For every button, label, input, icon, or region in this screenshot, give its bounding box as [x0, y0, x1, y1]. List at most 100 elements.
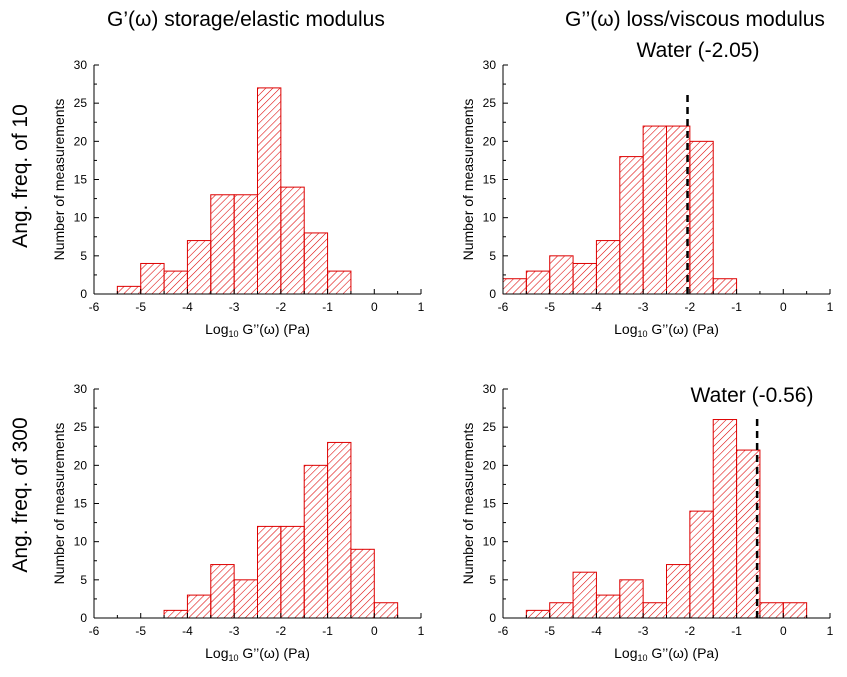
x-axis-label: Log10 G’’(ω) (Pa) — [205, 321, 310, 339]
y-tick-label: 25 — [74, 420, 88, 434]
y-axis-label: Number of measurements — [460, 423, 476, 585]
histogram-bar — [712, 278, 738, 295]
x-tick-label: -4 — [182, 624, 193, 638]
histogram-bar — [280, 186, 305, 295]
histogram-bar — [689, 510, 714, 619]
y-tick-label: 0 — [489, 611, 496, 625]
x-tick-label: -1 — [731, 300, 742, 314]
x-tick-label: -5 — [544, 300, 555, 314]
x-axis-label: Log10 G’’(ω) (Pa) — [614, 321, 719, 339]
x-tick-label: -3 — [638, 624, 649, 638]
y-tick-label: 15 — [74, 497, 88, 511]
histogram-bar — [549, 255, 574, 295]
x-tick-label: -2 — [685, 624, 696, 638]
y-tick-label: 5 — [489, 249, 496, 263]
y-tick-label: 0 — [489, 287, 496, 301]
histogram-bar — [210, 564, 235, 619]
histogram-bar — [712, 419, 738, 619]
subplot-top-right: 0 5 10 15 20 25 30 -6 -5 -4 -3 -2 -1 0 1 Log10 G’’(ω) (… — [460, 39, 834, 339]
histogram-bar — [327, 441, 352, 619]
histogram-bar — [642, 125, 668, 295]
x-tick-label: 1 — [418, 300, 425, 314]
histogram-bar — [595, 594, 621, 619]
x-tick-label: -5 — [135, 300, 146, 314]
y-tick-label: 15 — [483, 497, 497, 511]
x-tick-label: -3 — [638, 300, 649, 314]
histogram-bar — [642, 602, 668, 619]
y-tick-label: 25 — [483, 96, 497, 110]
x-tick-label: -2 — [276, 624, 287, 638]
histogram-bar — [186, 594, 212, 619]
x-tick-label: -1 — [322, 624, 333, 638]
histogram-bar — [303, 232, 329, 295]
y-tick-label: 20 — [74, 134, 88, 148]
histogram-bar — [502, 278, 527, 295]
y-tick-label: 10 — [74, 211, 88, 225]
histogram-bar — [572, 571, 597, 619]
x-tick-label: 0 — [780, 300, 787, 314]
histogram-bar — [525, 270, 551, 295]
histogram-bar — [619, 156, 644, 295]
histogram-bar — [116, 285, 142, 295]
histogram-bar — [163, 609, 188, 619]
subplot-bottom-left: 0 5 10 15 20 25 30 -6 -5 -4 -3 -2 -1 0 1 Log10 G’’(ω) (… — [51, 382, 425, 663]
histogram-bar — [595, 240, 621, 295]
x-tick-label: -4 — [591, 624, 602, 638]
y-axis-label: Number of measurements — [51, 423, 67, 585]
y-tick-label: 20 — [483, 458, 497, 472]
x-tick-label: -3 — [229, 300, 240, 314]
y-tick-label: 15 — [483, 173, 497, 187]
x-tick-label: -2 — [685, 300, 696, 314]
histogram-bar — [210, 194, 235, 295]
histogram-bar — [759, 602, 784, 619]
x-tick-label: -3 — [229, 624, 240, 638]
histogram-bar — [280, 525, 305, 619]
x-tick-label: 1 — [827, 300, 834, 314]
y-tick-label: 15 — [74, 173, 88, 187]
x-tick-label: -1 — [731, 624, 742, 638]
x-axis-label: Log10 G’’(ω) (Pa) — [205, 645, 310, 663]
histogram-bar — [303, 464, 329, 619]
x-tick-label: -5 — [544, 624, 555, 638]
histogram-bar — [163, 270, 188, 295]
x-tick-label: -6 — [498, 300, 509, 314]
x-tick-label: -6 — [498, 624, 509, 638]
y-tick-label: 30 — [74, 58, 88, 72]
water-reference-label: Water (-0.56) — [691, 384, 814, 407]
y-tick-label: 20 — [483, 134, 497, 148]
x-tick-label: -1 — [322, 300, 333, 314]
y-tick-label: 10 — [483, 211, 497, 225]
histogram-bar — [689, 140, 714, 295]
column-title-storage-modulus: G’(ω) storage/elastic modulus — [107, 8, 385, 31]
histogram-bar — [327, 270, 352, 295]
x-axis-label: Log10 G’’(ω) (Pa) — [614, 645, 719, 663]
histogram-bar — [572, 262, 597, 295]
x-tick-label: 0 — [780, 624, 787, 638]
histogram-bar — [549, 602, 574, 619]
y-tick-label: 5 — [80, 249, 87, 263]
water-reference-label: Water (-2.05) — [637, 39, 760, 62]
subplot-top-left: 0 5 10 15 20 25 30 -6 -5 -4 -3 -2 -1 0 1 Log10 G’’(ω) (… — [51, 58, 425, 339]
y-tick-label: 30 — [74, 382, 88, 396]
y-tick-label: 0 — [80, 611, 87, 625]
x-tick-label: 0 — [371, 300, 378, 314]
subplot-bottom-right: 0 5 10 15 20 25 30 -6 -5 -4 -3 -2 -1 0 1 Log10 G’’(ω) (… — [460, 382, 834, 663]
y-tick-label: 25 — [483, 420, 497, 434]
y-tick-label: 10 — [483, 535, 497, 549]
x-tick-label: 0 — [371, 624, 378, 638]
histogram-bar — [350, 548, 375, 619]
x-tick-label: 1 — [418, 624, 425, 638]
y-axis-label: Number of measurements — [51, 99, 67, 261]
column-title-loss-modulus: G’’(ω) loss/viscous modulus — [565, 8, 825, 31]
histogram-bar — [257, 525, 282, 619]
x-tick-label: 1 — [827, 624, 834, 638]
x-tick-label: -6 — [89, 300, 100, 314]
y-tick-label: 0 — [80, 287, 87, 301]
histogram-bar — [257, 87, 282, 295]
x-tick-label: -4 — [182, 300, 193, 314]
y-tick-label: 10 — [74, 535, 88, 549]
x-tick-label: -4 — [591, 300, 602, 314]
y-tick-label: 25 — [74, 96, 88, 110]
histogram-bar — [233, 194, 258, 295]
